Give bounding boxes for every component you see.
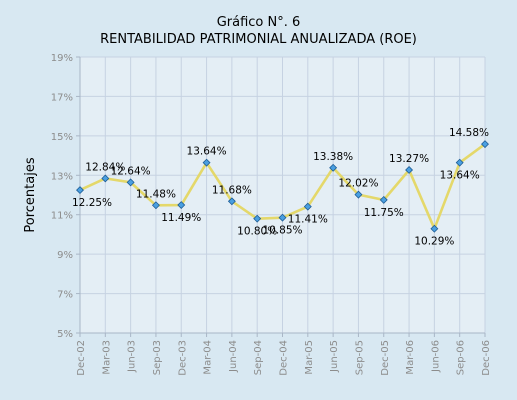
y-tick-label: 17% bbox=[51, 92, 73, 103]
x-tick-label: Sep-04 bbox=[253, 340, 264, 375]
data-point bbox=[303, 202, 312, 211]
y-tick-label: 9% bbox=[57, 250, 73, 261]
data-label: 11.48% bbox=[136, 188, 176, 200]
y-axis-title: Porcentajes bbox=[23, 157, 38, 232]
data-label: 10.29% bbox=[414, 236, 454, 248]
x-tick-label: Dec-03 bbox=[177, 340, 188, 376]
data-point bbox=[253, 214, 262, 223]
data-point bbox=[227, 197, 236, 206]
data-label: 11.41% bbox=[288, 214, 328, 226]
x-tick-label: Jun-04 bbox=[228, 340, 239, 373]
data-point bbox=[151, 201, 160, 210]
data-point bbox=[430, 224, 439, 233]
data-label: 11.68% bbox=[212, 184, 252, 196]
data-point bbox=[455, 158, 464, 167]
data-label: 14.58% bbox=[449, 127, 489, 139]
data-label: 13.38% bbox=[313, 151, 353, 163]
data-point bbox=[202, 158, 211, 167]
data-label: 13.64% bbox=[187, 146, 227, 158]
data-label: 10.85% bbox=[262, 225, 302, 237]
y-tick-label: 7% bbox=[57, 290, 73, 301]
data-label: 11.75% bbox=[364, 207, 404, 219]
data-label: 10.80% bbox=[237, 226, 277, 238]
x-tick-label: Dec-02 bbox=[76, 340, 87, 376]
x-tick-label: Mar-06 bbox=[405, 340, 416, 375]
x-tick-label: Sep-05 bbox=[354, 340, 365, 375]
x-tick-label: Dec-04 bbox=[279, 340, 290, 376]
data-point bbox=[354, 190, 363, 199]
x-tick-label: Jun-03 bbox=[127, 340, 138, 373]
chart-title: Gráfico N°. 6 RENTABILIDAD PATRIMONIAL A… bbox=[0, 14, 517, 48]
data-point bbox=[329, 163, 338, 172]
x-tick-label: Jun-06 bbox=[430, 340, 441, 373]
chart-title-line-1: Gráfico N°. 6 bbox=[216, 15, 301, 30]
data-point bbox=[76, 186, 84, 195]
data-label: 11.49% bbox=[161, 212, 201, 224]
data-point bbox=[101, 174, 110, 183]
y-tick-label: 5% bbox=[57, 329, 73, 340]
data-label: 12.64% bbox=[111, 165, 151, 177]
data-point bbox=[278, 213, 287, 222]
data-point bbox=[481, 140, 489, 149]
y-tick-label: 11% bbox=[51, 211, 73, 222]
y-tick-label: 13% bbox=[51, 171, 73, 182]
data-label: 12.84% bbox=[85, 161, 125, 173]
x-tick-label: Dec-05 bbox=[380, 340, 391, 376]
data-label: 12.02% bbox=[338, 178, 378, 190]
data-label: 13.64% bbox=[440, 170, 480, 182]
x-tick-label: Mar-04 bbox=[203, 340, 214, 375]
x-tick-label: Sep-03 bbox=[152, 340, 163, 375]
y-tick-label: 19% bbox=[51, 53, 73, 64]
data-point bbox=[126, 178, 135, 187]
data-point bbox=[177, 201, 186, 210]
x-tick-label: Dec-06 bbox=[481, 340, 492, 376]
x-tick-label: Jun-05 bbox=[329, 340, 340, 373]
y-tick-label: 15% bbox=[51, 132, 73, 143]
x-tick-label: Sep-06 bbox=[456, 340, 467, 375]
data-point bbox=[405, 165, 414, 174]
data-label: 13.27% bbox=[389, 153, 429, 165]
x-tick-label: Mar-03 bbox=[101, 340, 112, 375]
data-label: 12.25% bbox=[72, 197, 112, 209]
data-point bbox=[379, 195, 388, 204]
chart-title-line-2: RENTABILIDAD PATRIMONIAL ANUALIZADA (ROE… bbox=[100, 32, 417, 47]
x-tick-label: Mar-05 bbox=[304, 340, 315, 375]
